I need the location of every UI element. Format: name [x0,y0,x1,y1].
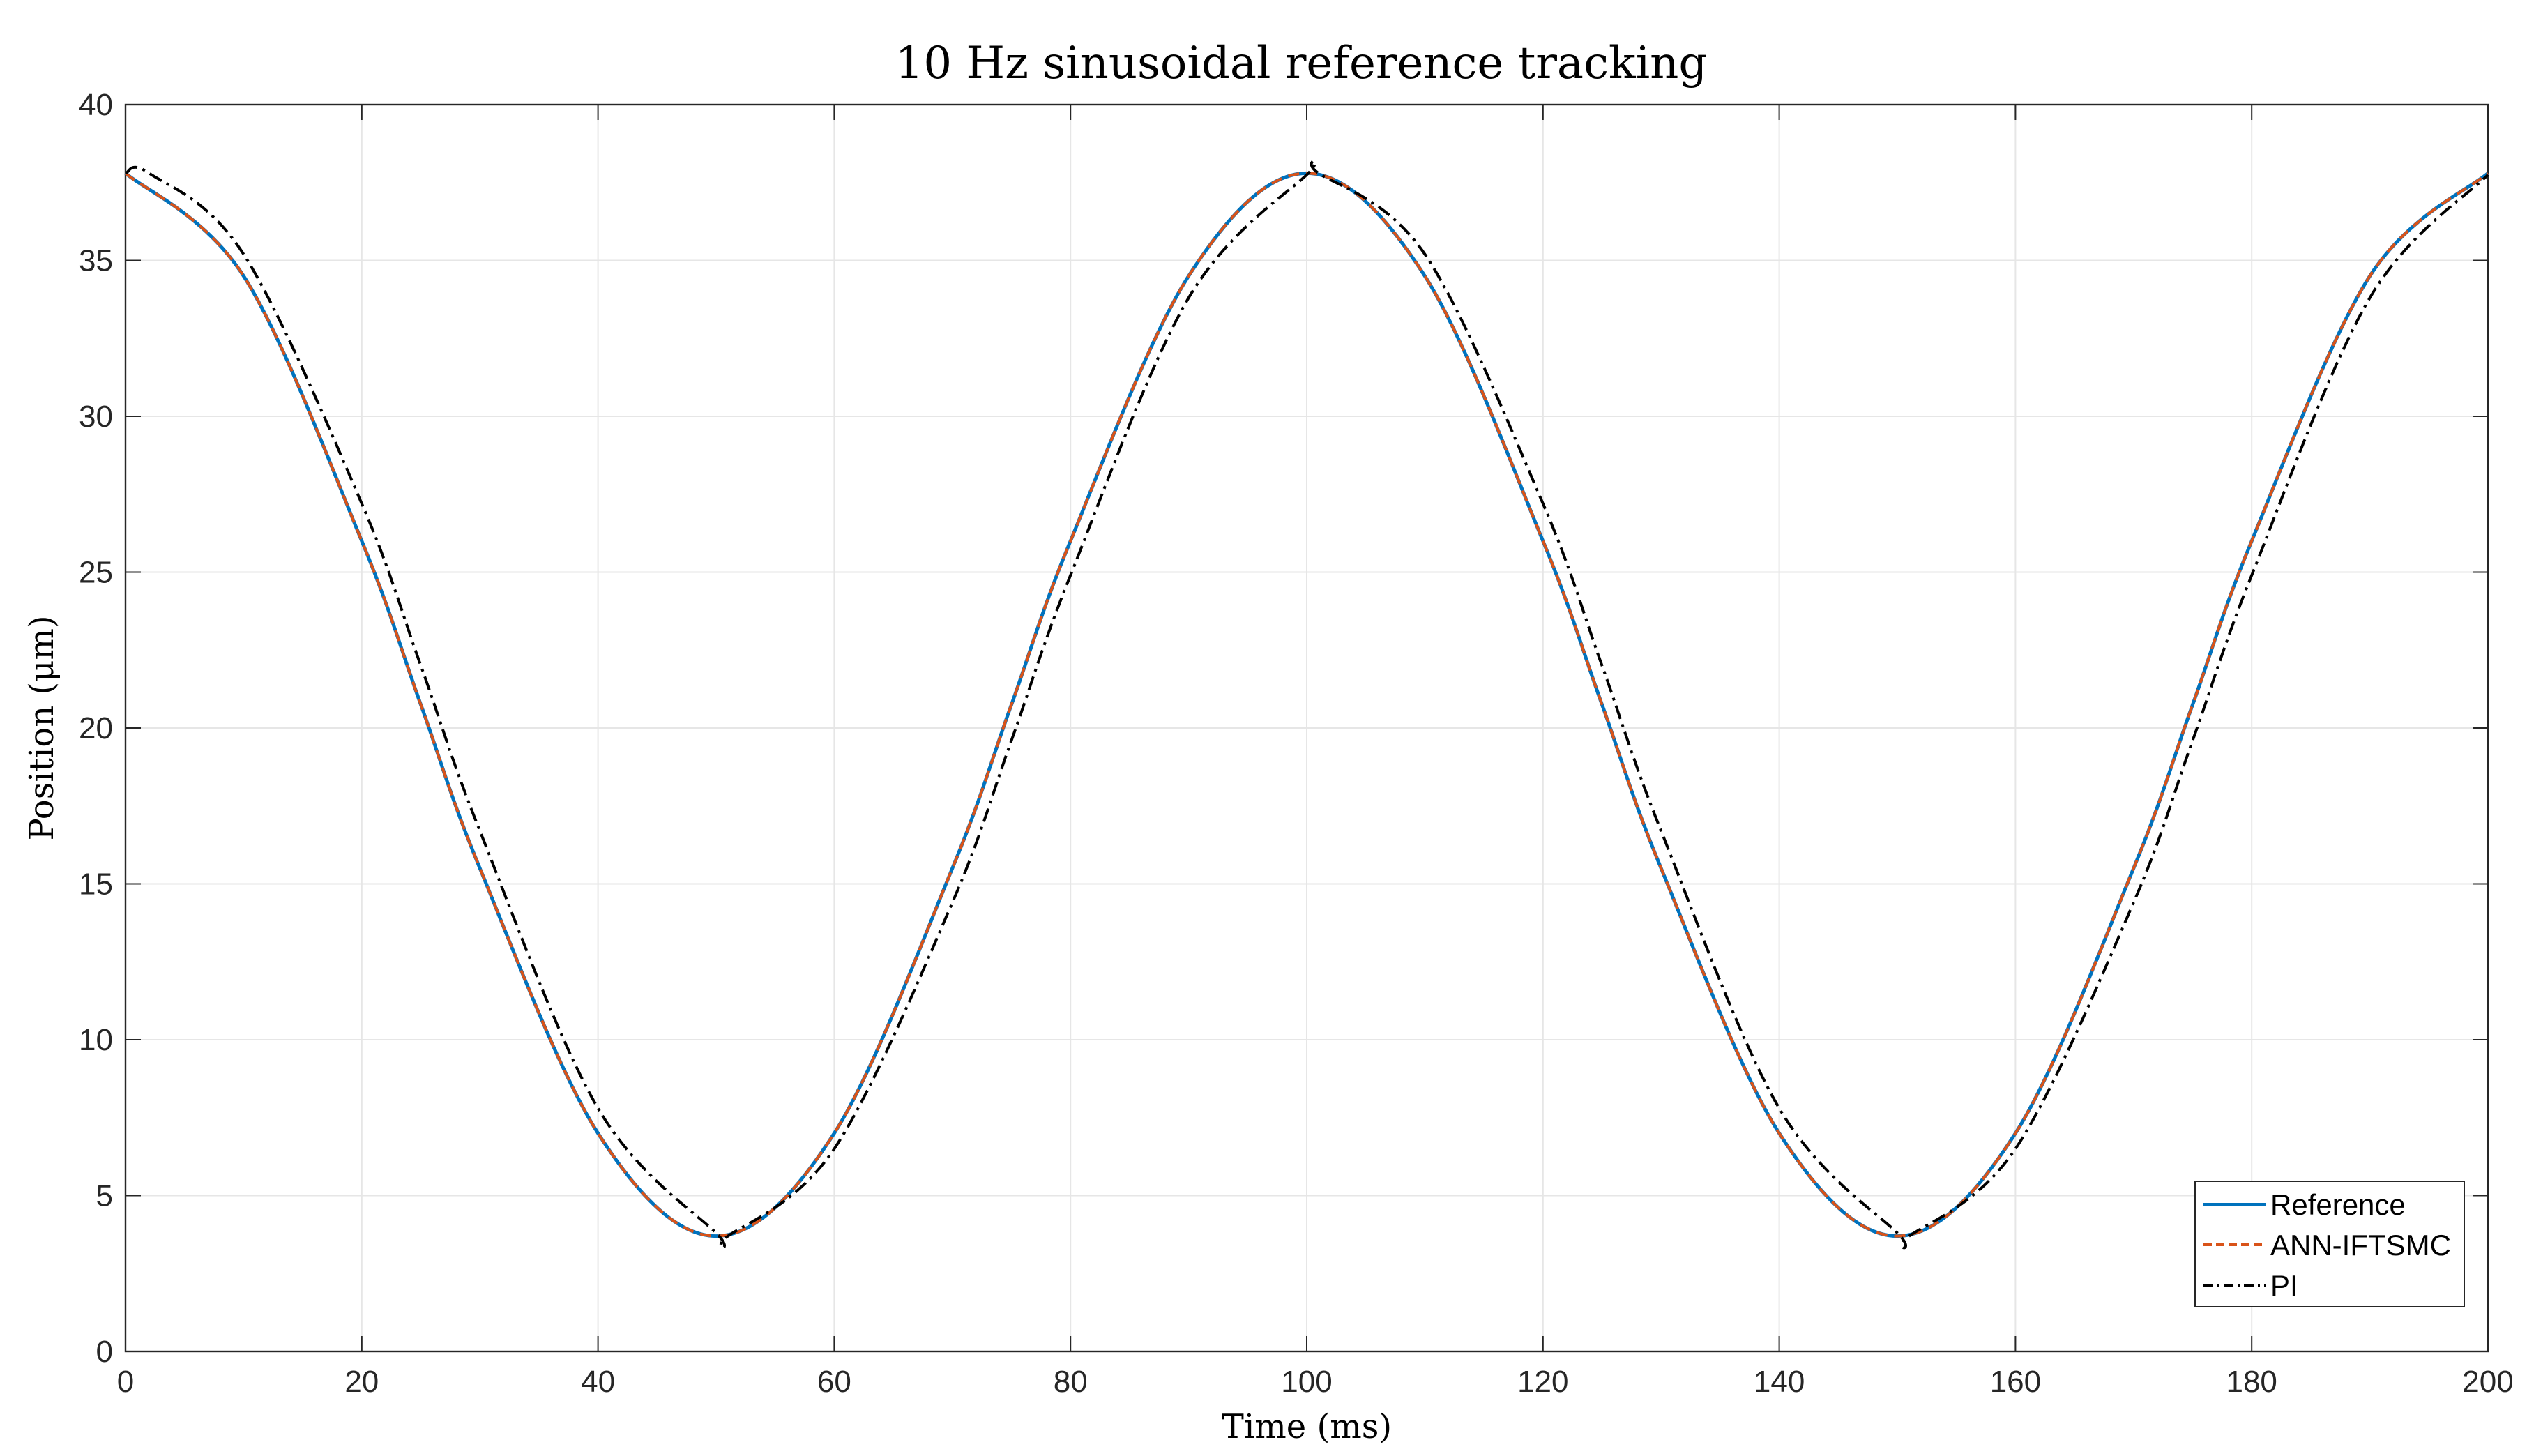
x-tick-label: 40 [581,1365,615,1399]
y-tick-label: 35 [79,244,113,278]
x-tick-label: 200 [2462,1365,2513,1399]
series-line-pi [125,160,2489,1250]
x-tick-label: 180 [2226,1365,2277,1399]
x-tick-label: 140 [1754,1365,1805,1399]
y-tick-label: 0 [96,1335,113,1369]
x-tick-labels: 0 20 40 60 80 100 120 140 160 180 200 [117,1365,2514,1399]
legend-box [2194,1181,2465,1307]
y-tick-label: 30 [79,400,113,434]
legend: Reference ANN-IFTSMC PI [2194,1181,2465,1307]
y-tick-label: 20 [79,711,113,745]
tick-marks [125,104,2489,1352]
x-tick-label: 120 [1517,1365,1568,1399]
y-axis-label: Position (μm) [22,615,61,840]
chart-title: 10 Hz sinusoidal reference tracking [895,38,1708,89]
y-tick-label: 5 [96,1179,113,1213]
y-tick-label: 15 [79,867,113,902]
legend-label-reference: Reference [2270,1188,2406,1221]
x-tick-label: 0 [117,1365,134,1399]
legend-label-pi: PI [2270,1269,2298,1302]
x-tick-label: 60 [817,1365,851,1399]
legend-label-ann-iftsmc: ANN-IFTSMC [2270,1229,2451,1261]
y-tick-label: 10 [79,1023,113,1057]
series-lines [124,160,2489,1250]
y-tick-label: 25 [79,556,113,590]
y-tick-label: 40 [79,88,113,122]
x-tick-label: 20 [344,1365,379,1399]
x-tick-label: 160 [1990,1365,2041,1399]
y-tick-labels: 0 5 10 15 20 25 30 35 40 [79,88,113,1369]
x-axis-label: Time (ms) [1222,1407,1392,1446]
legend-items: Reference ANN-IFTSMC PI [2203,1188,2451,1302]
grid [125,104,2489,1352]
x-tick-label: 100 [1281,1365,1332,1399]
x-tick-label: 80 [1054,1365,1088,1399]
